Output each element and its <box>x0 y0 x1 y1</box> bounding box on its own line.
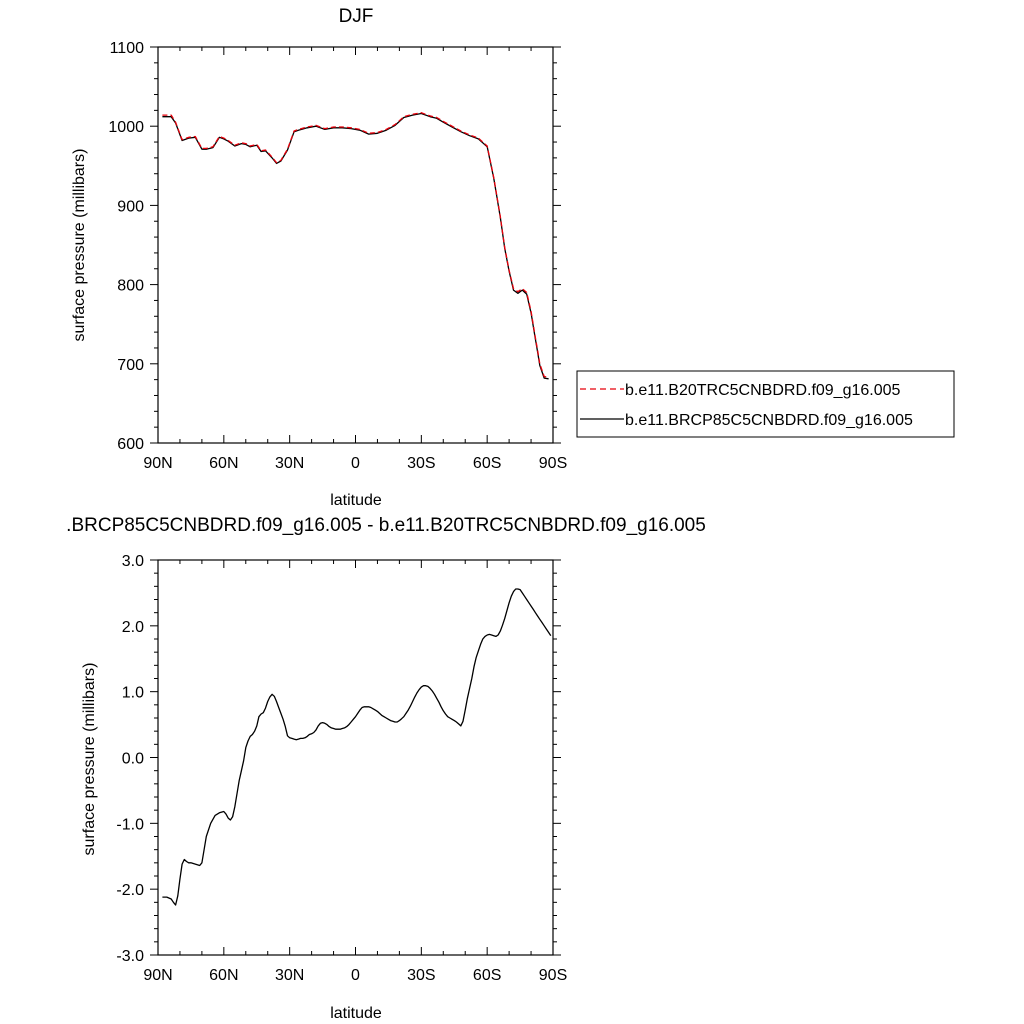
chart-top-series-line-0 <box>162 112 549 378</box>
legend-label-0: b.e11.B20TRC5CNBDRD.f09_g16.005 <box>625 382 901 399</box>
chart-bottom-y-tick-label: -1.0 <box>116 816 144 833</box>
chart-bottom-x-tick-label: 90N <box>143 967 172 984</box>
chart-bottom-x-tick-label: 60S <box>473 967 501 984</box>
chart-top-x-tick-label: 30N <box>275 455 304 472</box>
chart-bottom-y-tick-label: 1.0 <box>122 685 144 702</box>
chart-top-y-tick-label: 600 <box>117 436 144 453</box>
chart-top-y-tick-label: 700 <box>117 357 144 374</box>
chart-bottom: .BRCP85C5CNBDRD.f09_g16.005 - b.e11.B20T… <box>66 515 706 1022</box>
chart-top: DJF latitude surface pressure (millibars… <box>71 6 567 509</box>
legend-box <box>576 370 955 438</box>
chart-bottom-x-tick-label: 60N <box>209 967 238 984</box>
chart-bottom-y-tick-label: 2.0 <box>122 619 144 636</box>
chart-top-x-axis-label: latitude <box>330 492 382 509</box>
chart-bottom-x-tick-label: 30S <box>407 967 435 984</box>
chart-bottom-y-axis-label: surface pressure (millibars) <box>81 663 98 856</box>
chart-top-x-tick-label: 90N <box>143 455 172 472</box>
chart-top-y-axis-label: surface pressure (millibars) <box>71 149 88 342</box>
chart-top-x-tick-label: 60N <box>209 455 238 472</box>
chart-top-title: DJF <box>339 6 374 27</box>
chart-bottom-series-line-0 <box>162 588 552 906</box>
chart-bottom-x-tick-label: 90S <box>539 967 567 984</box>
chart-top-x-tick-label: 30S <box>407 455 435 472</box>
chart-top-plot-frame <box>157 46 554 444</box>
chart-bottom-y-tick-label: 3.0 <box>122 553 144 570</box>
chart-bottom-title: .BRCP85C5CNBDRD.f09_g16.005 - b.e11.B20T… <box>66 515 706 536</box>
legend: b.e11.B20TRC5CNBDRD.f09_g16.005 b.e11.BR… <box>576 370 955 438</box>
chart-top-x-tick-label: 60S <box>473 455 501 472</box>
chart-top-marks: 90N 60N 30N 0 30S 60S 90S 600 700 800 900 1000 1100 <box>108 40 567 472</box>
chart-bottom-x-tick-label: 30N <box>275 967 304 984</box>
chart-top-y-tick-label: 1100 <box>110 40 145 57</box>
chart-bottom-marks: 90N 60N 30N 0 30S 60S 90S -3.0 -2.0 -1.0 0.0 1.0 2.0… <box>116 553 567 984</box>
chart-bottom-y-tick-label: -3.0 <box>116 948 144 965</box>
chart-top-series-line-1 <box>162 112 549 380</box>
chart-bottom-y-tick-label: -2.0 <box>116 882 144 899</box>
chart-top-y-tick-label: 800 <box>117 278 144 295</box>
legend-label-1: b.e11.BRCP85C5CNBDRD.f09_g16.005 <box>625 412 913 429</box>
chart-top-y-tick-label: 900 <box>117 198 144 215</box>
chart-bottom-plot-frame <box>157 559 554 956</box>
chart-top-y-tick-label: 1000 <box>108 119 144 136</box>
chart-top-x-tick-label: 90S <box>539 455 567 472</box>
chart-top-x-tick-label: 0 <box>351 455 360 472</box>
chart-bottom-y-tick-label: 0.0 <box>122 751 144 768</box>
chart-bottom-x-axis-label: latitude <box>330 1005 382 1022</box>
chart-bottom-x-tick-label: 0 <box>351 967 360 984</box>
